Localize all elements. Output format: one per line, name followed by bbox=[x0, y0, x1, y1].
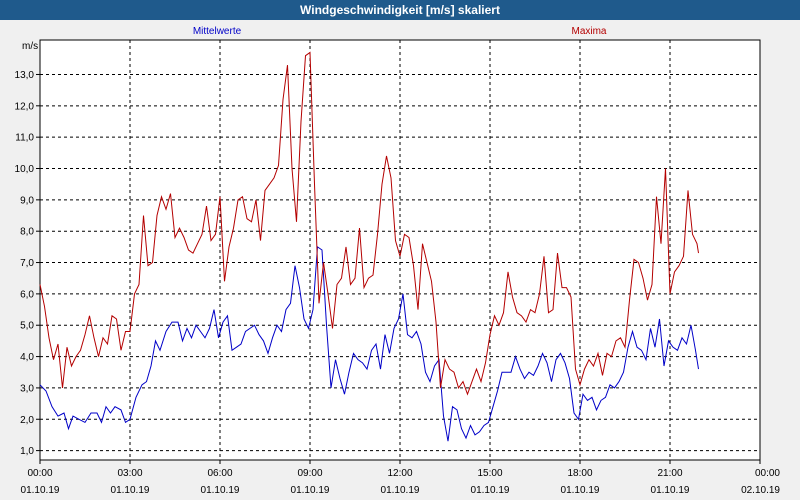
x-tick-date-label: 01.10.19 bbox=[291, 485, 330, 496]
y-tick-label: 3,0 bbox=[20, 383, 34, 394]
series-line-maxima bbox=[39, 51, 699, 396]
x-tick-time-label: 06:00 bbox=[207, 468, 232, 479]
y-tick-label: 11,0 bbox=[15, 133, 34, 144]
y-tick-label: 1,0 bbox=[20, 446, 34, 457]
x-tick-date-label: 01.10.19 bbox=[111, 485, 150, 496]
x-tick-date-label: 01.10.19 bbox=[201, 485, 240, 496]
x-tick-date-label: 01.10.19 bbox=[381, 485, 420, 496]
x-tick-time-label: 15:00 bbox=[477, 468, 502, 479]
x-tick-date-label: 01.10.19 bbox=[21, 485, 60, 496]
series-group bbox=[39, 51, 699, 442]
x-tick-date-label: 01.10.19 bbox=[471, 485, 510, 496]
y-axis-unit-label: m/s bbox=[22, 41, 38, 52]
y-tick-label: 10,0 bbox=[15, 164, 35, 175]
series-line-mittelwerte bbox=[39, 245, 699, 442]
x-tick-time-label: 21:00 bbox=[657, 468, 682, 479]
y-tick-label: 12,0 bbox=[15, 101, 35, 112]
y-tick-label: 6,0 bbox=[20, 289, 34, 300]
legend-entry-mittelwerte: Mittelwerte bbox=[193, 26, 242, 37]
x-tick-time-label: 12:00 bbox=[387, 468, 412, 479]
x-tick-time-label: 03:00 bbox=[117, 468, 142, 479]
y-tick-label: 7,0 bbox=[20, 258, 34, 269]
x-tick-time-label: 00:00 bbox=[755, 468, 780, 479]
legend-entry-maxima: Maxima bbox=[571, 26, 606, 37]
y-tick-label: 5,0 bbox=[20, 321, 34, 332]
x-tick-date-label: 01.10.19 bbox=[561, 485, 600, 496]
y-tick-label: 2,0 bbox=[20, 415, 34, 426]
y-tick-label: 9,0 bbox=[20, 195, 34, 206]
x-tick-time-label: 18:00 bbox=[567, 468, 592, 479]
y-tick-label: 8,0 bbox=[20, 227, 34, 238]
x-tick-date-label: 01.10.19 bbox=[651, 485, 690, 496]
legend: Mittelwerte Maxima bbox=[193, 26, 607, 37]
x-tick-date-label: 02.10.19 bbox=[741, 485, 780, 496]
grid-lines bbox=[40, 40, 760, 460]
x-axis: 00:00 01.10.19 03:00 01.10.19 06:00 01.10.19 0… bbox=[21, 460, 780, 496]
y-tick-label: 4,0 bbox=[20, 352, 34, 363]
x-tick-time-label: 00:00 bbox=[27, 468, 52, 479]
y-tick-label: 13,0 bbox=[15, 70, 35, 81]
line-chart: m/s 1,0 2,0 3,0 4,0 5,0 6,0 7,0 8,0 9,0 10,0 11,0 1… bbox=[15, 26, 781, 496]
x-tick-time-label: 09:00 bbox=[297, 468, 322, 479]
window-title: Windgeschwindigkeit [m/s] skaliert bbox=[0, 0, 800, 20]
y-axis: m/s 1,0 2,0 3,0 4,0 5,0 6,0 7,0 8,0 9,0 10,0 11,0 1… bbox=[15, 41, 40, 457]
